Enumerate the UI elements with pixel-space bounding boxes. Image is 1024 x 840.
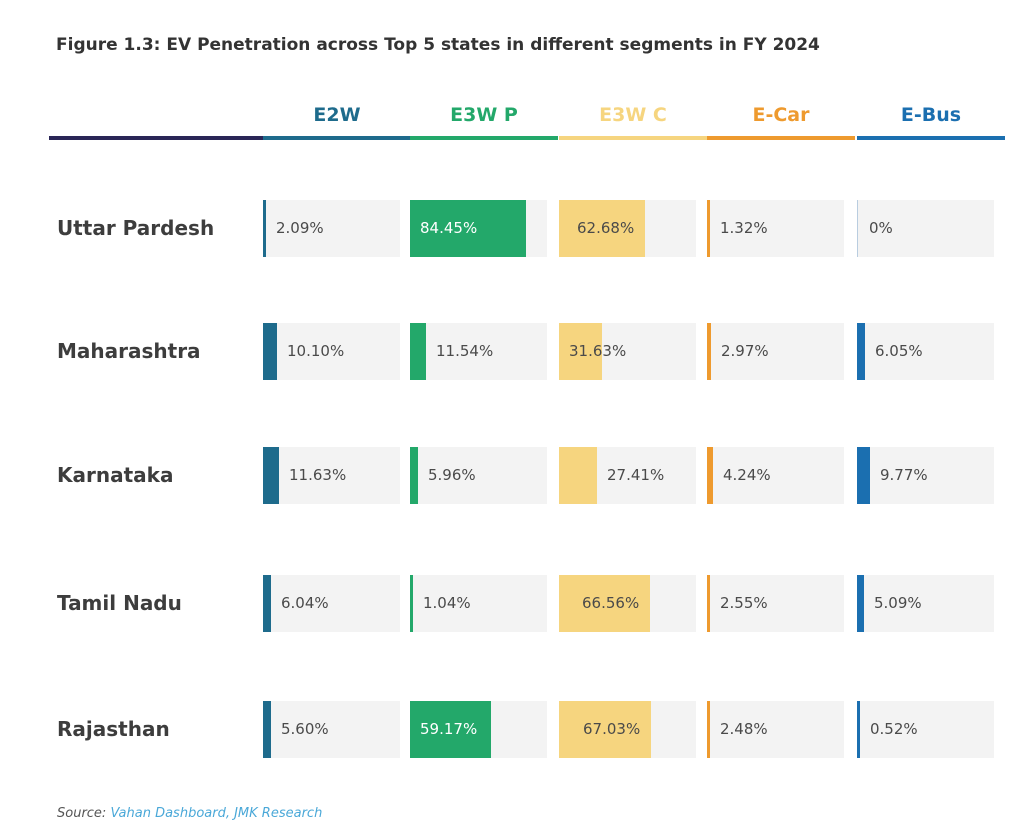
value-cell: 2.55% bbox=[707, 575, 844, 632]
value-bar bbox=[559, 701, 651, 758]
state-label: Uttar Pardesh bbox=[57, 216, 215, 240]
value-label: 2.97% bbox=[721, 342, 769, 360]
source-note: Source: Vahan Dashboard, JMK Research bbox=[57, 806, 322, 821]
value-label: 11.54% bbox=[436, 342, 494, 360]
value-cell: 27.41% bbox=[559, 447, 696, 504]
value-bar bbox=[410, 200, 526, 257]
value-bar bbox=[263, 447, 279, 504]
value-bar bbox=[857, 575, 864, 632]
value-label: 6.04% bbox=[281, 594, 329, 612]
value-cell: 2.48% bbox=[707, 701, 844, 758]
value-cell: 5.60% bbox=[263, 701, 400, 758]
state-label: Karnataka bbox=[57, 463, 174, 487]
value-label: 1.04% bbox=[423, 594, 471, 612]
value-label: 4.24% bbox=[723, 466, 771, 484]
segment-label-e-car: E-Car bbox=[752, 104, 810, 126]
value-cell: 2.97% bbox=[707, 323, 844, 380]
segment-rule bbox=[559, 136, 707, 140]
chart-title: Figure 1.3: EV Penetration across Top 5 … bbox=[56, 35, 820, 55]
value-cell: 11.63% bbox=[263, 447, 400, 504]
value-label: 1.32% bbox=[720, 219, 768, 237]
value-bar bbox=[410, 447, 418, 504]
value-label: 2.09% bbox=[276, 219, 324, 237]
value-label: 62.68% bbox=[577, 219, 635, 237]
value-cell: 2.09% bbox=[263, 200, 400, 257]
value-bar bbox=[707, 575, 710, 632]
segment-label-e2w: E2W bbox=[313, 104, 361, 126]
value-label: 66.56% bbox=[582, 594, 640, 612]
value-label: 5.96% bbox=[428, 466, 476, 484]
segment-rule bbox=[707, 136, 855, 140]
value-bar bbox=[559, 323, 602, 380]
value-bar bbox=[857, 200, 858, 257]
value-cell: 5.09% bbox=[857, 575, 994, 632]
value-cell: 9.77% bbox=[857, 447, 994, 504]
value-cell: 67.03% bbox=[559, 701, 696, 758]
value-label: 84.45% bbox=[420, 219, 478, 237]
segment-rule bbox=[410, 136, 558, 140]
row-header-rule bbox=[49, 136, 263, 140]
value-cell: 0% bbox=[857, 200, 994, 257]
source-label: Source: bbox=[57, 806, 107, 821]
value-bar bbox=[707, 323, 711, 380]
value-bar bbox=[559, 200, 645, 257]
value-label: 2.48% bbox=[720, 720, 768, 738]
value-cell: 62.68% bbox=[559, 200, 696, 257]
segment-rule bbox=[263, 136, 411, 140]
segment-label-e3w-p: E3W P bbox=[450, 104, 518, 126]
value-bar bbox=[707, 701, 710, 758]
value-cell: 59.17% bbox=[410, 701, 547, 758]
value-cell: 31.63% bbox=[559, 323, 696, 380]
value-cell: 10.10% bbox=[263, 323, 400, 380]
value-cell: 11.54% bbox=[410, 323, 547, 380]
value-bar bbox=[263, 323, 277, 380]
value-label: 9.77% bbox=[880, 466, 928, 484]
segment-label-e3w-c: E3W C bbox=[599, 104, 667, 126]
segment-rule bbox=[857, 136, 1005, 140]
value-label: 2.55% bbox=[720, 594, 768, 612]
value-label: 0.52% bbox=[870, 720, 918, 738]
value-bar bbox=[559, 447, 597, 504]
segment-header: E2W E3W P E3W C E-Car E-Bus bbox=[0, 0, 1024, 145]
value-bar bbox=[707, 447, 713, 504]
value-label: 11.63% bbox=[289, 466, 347, 484]
value-bar bbox=[263, 200, 266, 257]
value-cell: 6.05% bbox=[857, 323, 994, 380]
value-bar bbox=[857, 447, 870, 504]
value-cell: 5.96% bbox=[410, 447, 547, 504]
value-bar bbox=[559, 575, 650, 632]
value-label: 10.10% bbox=[287, 342, 345, 360]
value-bar bbox=[857, 701, 860, 758]
value-label: 5.09% bbox=[874, 594, 922, 612]
value-bar bbox=[707, 200, 710, 257]
value-label: 27.41% bbox=[607, 466, 665, 484]
value-bar bbox=[263, 575, 271, 632]
value-label: 0% bbox=[869, 219, 893, 237]
value-cell: 1.04% bbox=[410, 575, 547, 632]
value-cell: 66.56% bbox=[559, 575, 696, 632]
state-label: Maharashtra bbox=[57, 339, 201, 363]
value-label: 67.03% bbox=[583, 720, 641, 738]
value-cell: 1.32% bbox=[707, 200, 844, 257]
value-label: 59.17% bbox=[420, 720, 478, 738]
value-bar bbox=[410, 323, 426, 380]
value-label: 5.60% bbox=[281, 720, 329, 738]
value-bar bbox=[263, 701, 271, 758]
value-label: 6.05% bbox=[875, 342, 923, 360]
state-label: Tamil Nadu bbox=[57, 591, 182, 615]
value-bar bbox=[857, 323, 865, 380]
source-link[interactable]: Vahan Dashboard, JMK Research bbox=[110, 806, 323, 821]
segment-label-e-bus: E-Bus bbox=[900, 104, 962, 126]
value-cell: 84.45% bbox=[410, 200, 547, 257]
value-bar bbox=[410, 701, 491, 758]
value-cell: 4.24% bbox=[707, 447, 844, 504]
value-label: 31.63% bbox=[569, 342, 627, 360]
value-cell: 6.04% bbox=[263, 575, 400, 632]
state-label: Rajasthan bbox=[57, 717, 170, 741]
value-bar bbox=[410, 575, 413, 632]
value-cell: 0.52% bbox=[857, 701, 994, 758]
